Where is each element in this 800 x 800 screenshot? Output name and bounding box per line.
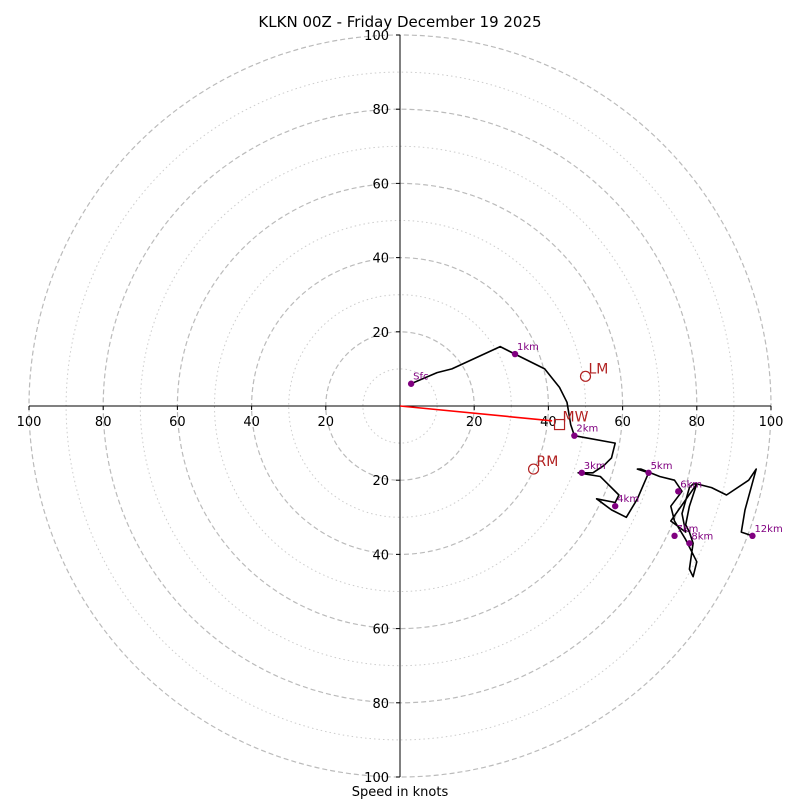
y-tick-label: 20	[372, 474, 389, 489]
x-tick-label: 60	[169, 415, 186, 430]
height-marker-4km	[611, 502, 619, 510]
motion-marker-rm	[527, 463, 540, 475]
height-marker-label: 8km	[691, 531, 713, 542]
tick-labels: 100 80 60 40 20 20 40 60 80 100 100 80 60 40 20 20 40 60 8…	[17, 29, 784, 786]
height-marker-1km	[511, 350, 519, 358]
y-tick-label: 100	[364, 29, 389, 44]
y-tick-label: 100	[364, 771, 389, 786]
motion-marker-label: MW	[563, 410, 589, 426]
height-marker-label: 5km	[651, 461, 673, 472]
motion-marker-mw	[553, 418, 566, 431]
y-tick-label: 60	[372, 177, 389, 192]
height-marker-2km	[571, 432, 578, 439]
x-tick-label: 100	[759, 415, 784, 430]
x-tick-label: 20	[466, 415, 483, 430]
height-marker-label: Sfc	[413, 372, 428, 383]
y-tick-label: 80	[372, 103, 389, 118]
height-marker-3km	[578, 469, 585, 476]
chart-title: KLKN 00Z - Friday December 19 2025	[258, 13, 541, 31]
height-marker-8km	[686, 540, 693, 547]
motion-marker-label: LM	[589, 361, 609, 377]
height-marker-7km	[671, 532, 678, 540]
x-tick-label: 20	[318, 415, 335, 430]
height-marker-sfc	[407, 380, 415, 387]
y-tick-label: 60	[372, 623, 389, 638]
motion-marker-lm	[579, 370, 592, 382]
y-tick-label: 80	[372, 697, 389, 712]
height-marker-label: 7km	[677, 524, 699, 535]
motion-marker-label: RM	[537, 454, 559, 470]
x-tick-label: 80	[95, 415, 112, 430]
storm-motion-markers: LM MW RM	[527, 361, 609, 475]
height-marker-5km	[645, 469, 652, 476]
x-tick-label: 100	[17, 415, 42, 430]
x-tick-label: 40	[243, 415, 260, 430]
y-tick-label: 40	[372, 548, 389, 563]
height-marker-label: 12km	[754, 524, 782, 535]
height-marker-label: 4km	[617, 494, 639, 505]
height-marker-label: 1km	[517, 342, 539, 353]
mean-wind-vector-line	[399, 405, 553, 422]
y-tick-label: 20	[372, 326, 389, 341]
height-marker-12km	[749, 532, 756, 540]
x-tick-label: 40	[540, 415, 557, 430]
height-marker-6km	[675, 488, 682, 495]
x-tick-label: 60	[614, 415, 631, 430]
height-marker-label: 2km	[576, 424, 598, 435]
y-tick-label: 40	[372, 252, 389, 267]
x-tick-label: 80	[689, 415, 706, 430]
height-marker-label: 3km	[584, 461, 606, 472]
x-axis-label: Speed in knots	[352, 785, 449, 800]
height-marker-label: 6km	[680, 479, 702, 490]
